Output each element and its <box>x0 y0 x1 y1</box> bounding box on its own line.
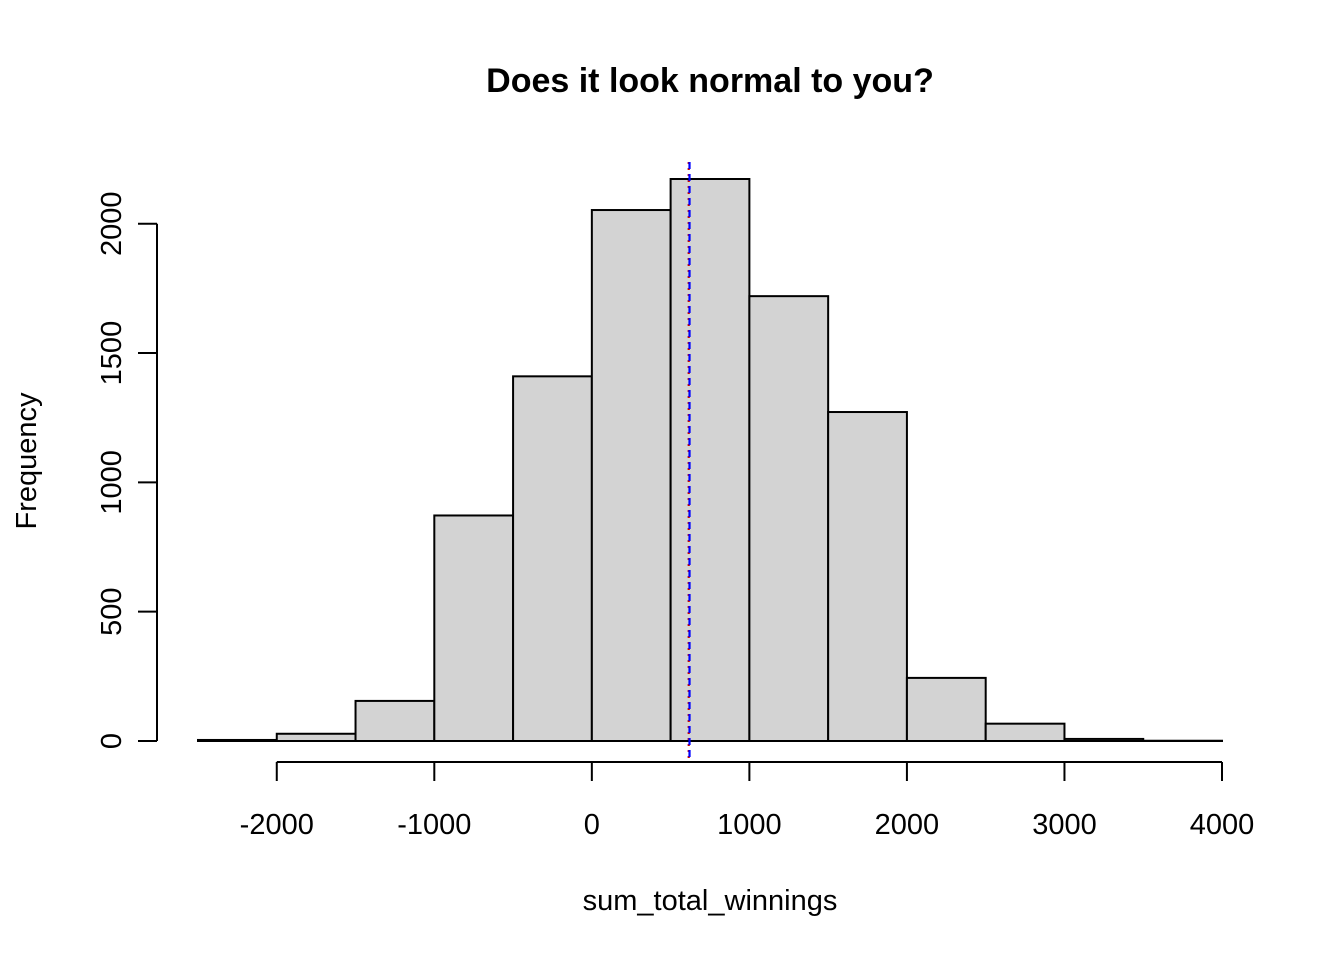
x-tick-label--1000: -1000 <box>397 809 471 841</box>
histogram-bar-3 <box>434 515 513 741</box>
histogram-bar-11 <box>1064 739 1143 741</box>
y-axis: 0 500 1000 1500 2000 <box>96 191 157 749</box>
x-axis: -2000 -1000 0 1000 2000 3000 4000 <box>240 762 1255 841</box>
histogram-bar-2 <box>356 701 435 741</box>
histogram-bar-1 <box>277 734 356 741</box>
x-tick-label-1000: 1000 <box>717 809 782 841</box>
y-axis-label: Frequency <box>11 392 43 530</box>
y-tick-label-0: 0 <box>96 733 128 749</box>
histogram-bar-4 <box>513 376 592 741</box>
chart-title: Does it look normal to you? <box>486 62 934 100</box>
y-tick-label-1500: 1500 <box>96 321 128 386</box>
x-axis-label: sum_total_winnings <box>583 885 838 917</box>
histogram-bar-7 <box>749 296 828 741</box>
x-tick-label-0: 0 <box>584 809 600 841</box>
y-tick-label-1000: 1000 <box>96 450 128 515</box>
x-tick-label-2000: 2000 <box>875 809 940 841</box>
x-tick-label-4000: 4000 <box>1190 809 1255 841</box>
histogram-bar-8 <box>828 412 907 741</box>
reference-lines-group <box>689 162 690 763</box>
bars-group <box>198 179 1222 741</box>
x-tick-label-3000: 3000 <box>1032 809 1097 841</box>
histogram-bar-0 <box>198 740 277 741</box>
histogram-bar-5 <box>592 210 671 741</box>
x-tick-label--2000: -2000 <box>240 809 314 841</box>
histogram-bar-6 <box>671 179 750 741</box>
y-tick-label-2000: 2000 <box>96 191 128 256</box>
histogram-bar-10 <box>986 724 1065 741</box>
histogram-bar-9 <box>907 678 986 741</box>
y-tick-label-500: 500 <box>96 587 128 635</box>
